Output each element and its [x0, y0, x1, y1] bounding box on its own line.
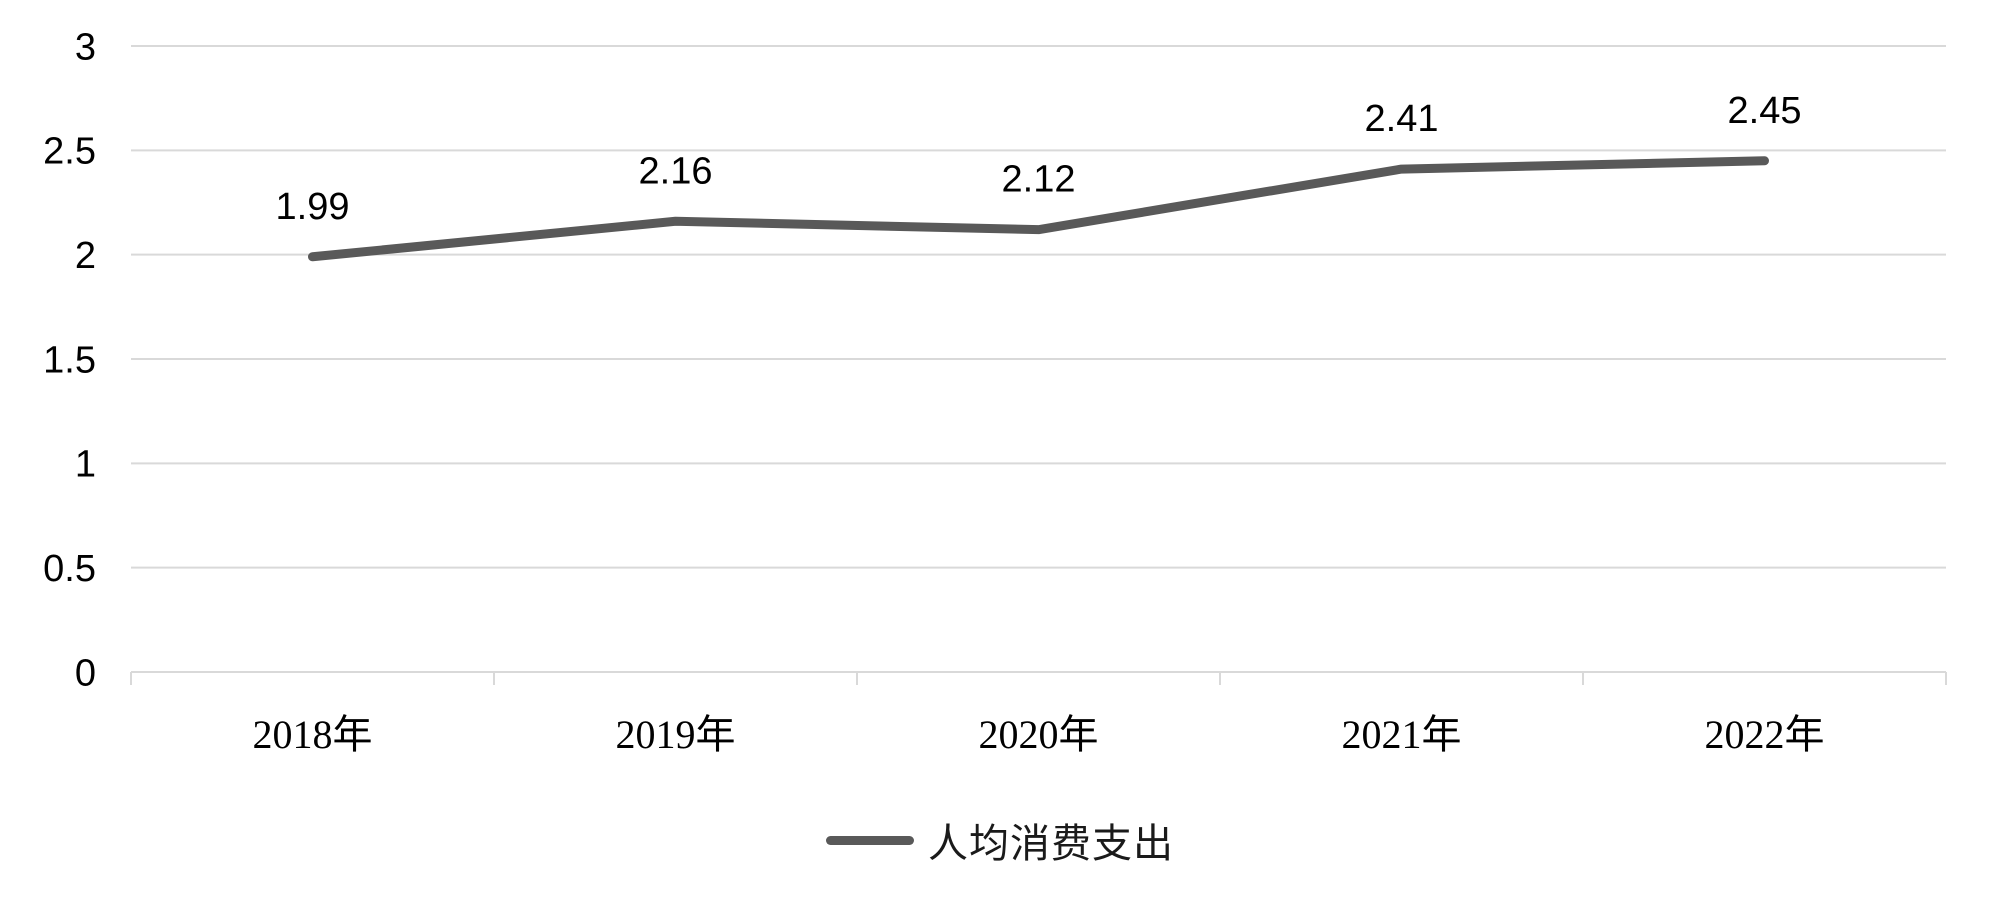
data-label: 2.41: [1365, 98, 1439, 140]
legend-series-label: 人均消费支出: [928, 821, 1174, 866]
x-axis-category-label: 2021年: [1342, 712, 1462, 757]
x-axis-category-label: 2022年: [1705, 712, 1825, 757]
series-line: [308, 156, 1769, 262]
plot-area: 0 0.5 1 1.5 2 2.5 3 2018年 2019年 2020年 2021年 2022年 1.…: [43, 26, 1947, 757]
y-axis-tick-label: 3: [75, 26, 96, 68]
y-axis-tick-label: 0: [75, 652, 96, 694]
x-axis-category-label: 2020年: [979, 712, 1099, 757]
legend-line-swatch: [826, 835, 914, 845]
y-axis-tick-label: 2.5: [43, 131, 96, 173]
data-label: 2.16: [639, 150, 713, 192]
y-axis-tick-label: 1: [75, 444, 96, 486]
data-label: 2.45: [1728, 90, 1802, 132]
legend: 人均消费支出: [0, 808, 2000, 872]
data-label: 2.12: [1002, 159, 1076, 201]
x-axis-category-label: 2019年: [616, 712, 736, 757]
x-axis-category-label: 2018年: [253, 712, 373, 757]
y-axis-tick-label: 1.5: [43, 339, 96, 381]
data-label: 1.99: [276, 186, 350, 228]
y-axis-tick-label: 2: [75, 235, 96, 277]
y-axis-tick-label: 0.5: [43, 548, 96, 590]
